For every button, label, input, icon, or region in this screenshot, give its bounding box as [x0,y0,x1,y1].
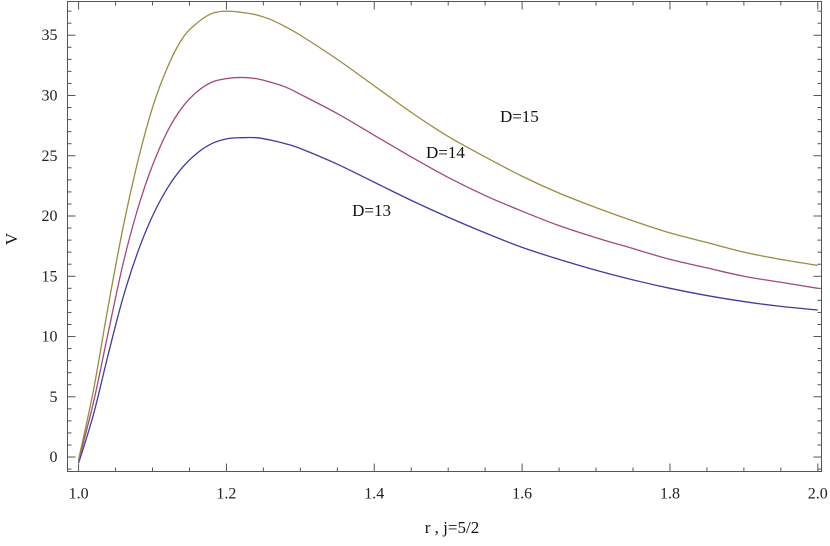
x-tick-label-3: 1.6 [512,486,532,503]
series-label-0: D=13 [352,201,391,220]
plot-frame [67,1,822,472]
y-tick-label-2: 10 [42,329,58,346]
series-layer [77,10,818,464]
series-labels: D=13 D=14 D=15 [352,107,539,220]
y-tick-label-5: 25 [42,148,58,165]
x-tick-label-4: 1.8 [660,486,680,503]
x-tick-label-1: 1.2 [216,486,236,503]
series-line-d-15 [77,10,818,460]
series-line-d-13 [77,136,818,464]
y-axis-label: V [2,232,21,245]
x-tick-label-0: 1.0 [69,486,89,503]
y-tick-label-1: 5 [50,389,58,406]
x-tick-label-2: 1.4 [364,486,384,503]
x-axis-label: r , j=5/2 [425,518,479,537]
y-tick-label-0: 0 [50,449,58,466]
series-label-1: D=14 [426,143,465,162]
y-tick-label-7: 35 [42,27,58,44]
y-tick-label-6: 30 [42,88,58,105]
tick-labels: 1.0 1.2 1.4 1.6 1.8 2.0 0 5 10 15 20 25 30 35 [42,27,828,502]
axis-ticks [67,1,822,472]
y-tick-label-3: 15 [42,268,58,285]
series-label-2: D=15 [500,107,539,126]
series-line-d-14 [77,76,818,461]
x-tick-label-5: 2.0 [808,486,828,503]
y-tick-label-4: 20 [42,208,58,225]
